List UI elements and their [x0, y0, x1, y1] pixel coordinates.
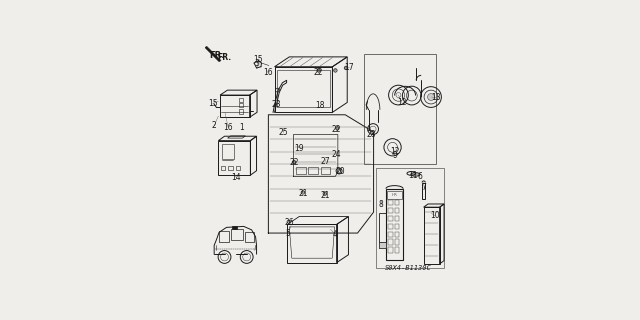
- Circle shape: [428, 93, 435, 100]
- Text: S0X4-B1130C: S0X4-B1130C: [385, 265, 431, 271]
- Text: 21: 21: [298, 189, 308, 198]
- Text: 22: 22: [332, 124, 341, 133]
- Text: 9: 9: [393, 151, 397, 160]
- Bar: [422, 182, 426, 198]
- Text: FR.: FR.: [209, 51, 225, 60]
- Text: 11: 11: [408, 171, 418, 180]
- Text: 16: 16: [263, 68, 273, 77]
- Bar: [236, 166, 240, 170]
- Text: 15: 15: [208, 99, 218, 108]
- Bar: [395, 208, 399, 213]
- Text: 27: 27: [321, 156, 330, 166]
- Text: 14: 14: [232, 173, 241, 182]
- Text: 2: 2: [212, 121, 216, 130]
- Text: FR.: FR.: [218, 52, 232, 62]
- Text: 22: 22: [289, 157, 299, 167]
- Bar: [395, 239, 399, 245]
- Text: 23: 23: [272, 100, 282, 109]
- Text: 15: 15: [253, 55, 263, 64]
- Bar: [239, 109, 243, 114]
- Bar: [228, 166, 233, 170]
- Bar: [308, 166, 318, 174]
- Text: 21: 21: [320, 191, 330, 200]
- Bar: [239, 98, 243, 102]
- Bar: [388, 208, 393, 213]
- Text: 13: 13: [431, 93, 441, 102]
- Bar: [424, 207, 440, 264]
- Bar: [221, 166, 225, 170]
- Bar: [231, 229, 243, 240]
- Bar: [239, 103, 243, 108]
- Bar: [388, 216, 393, 221]
- Bar: [387, 191, 402, 198]
- Text: 28: 28: [366, 130, 376, 139]
- Bar: [245, 232, 253, 242]
- Bar: [395, 232, 399, 237]
- Polygon shape: [205, 46, 221, 62]
- Text: 7: 7: [422, 183, 426, 192]
- Text: 1: 1: [239, 123, 244, 132]
- Text: 20: 20: [335, 167, 345, 176]
- Text: 16: 16: [223, 123, 233, 132]
- Bar: [321, 166, 330, 174]
- Text: 12: 12: [390, 147, 399, 156]
- Bar: [388, 247, 393, 253]
- Bar: [388, 239, 393, 245]
- Bar: [222, 144, 234, 159]
- Bar: [386, 189, 403, 260]
- Bar: [388, 232, 393, 237]
- Bar: [296, 166, 306, 174]
- Text: 8: 8: [379, 200, 383, 209]
- Text: 12: 12: [397, 98, 406, 107]
- Bar: [395, 224, 399, 229]
- Text: 6: 6: [417, 172, 422, 181]
- Bar: [388, 224, 393, 229]
- Text: 5: 5: [285, 228, 291, 237]
- Text: 3: 3: [255, 59, 260, 68]
- Bar: [395, 200, 399, 205]
- Bar: [388, 200, 393, 205]
- Bar: [219, 231, 229, 242]
- Bar: [379, 242, 386, 248]
- Bar: [232, 226, 237, 229]
- Bar: [379, 213, 386, 248]
- Bar: [275, 67, 332, 112]
- Text: 17: 17: [344, 63, 355, 72]
- Bar: [364, 54, 436, 164]
- Text: 4: 4: [333, 230, 338, 239]
- Text: 18: 18: [316, 101, 325, 110]
- Bar: [376, 168, 444, 268]
- Bar: [395, 216, 399, 221]
- Text: 26: 26: [285, 218, 294, 227]
- Bar: [395, 247, 399, 253]
- Text: 10: 10: [430, 211, 440, 220]
- Text: 25: 25: [279, 128, 289, 137]
- Bar: [287, 224, 337, 263]
- Text: 22: 22: [314, 68, 323, 77]
- Bar: [277, 70, 330, 108]
- Text: HR: HR: [392, 193, 397, 197]
- Text: 19: 19: [294, 144, 304, 153]
- Bar: [218, 141, 250, 175]
- Bar: [220, 95, 250, 117]
- Text: 24: 24: [332, 150, 341, 159]
